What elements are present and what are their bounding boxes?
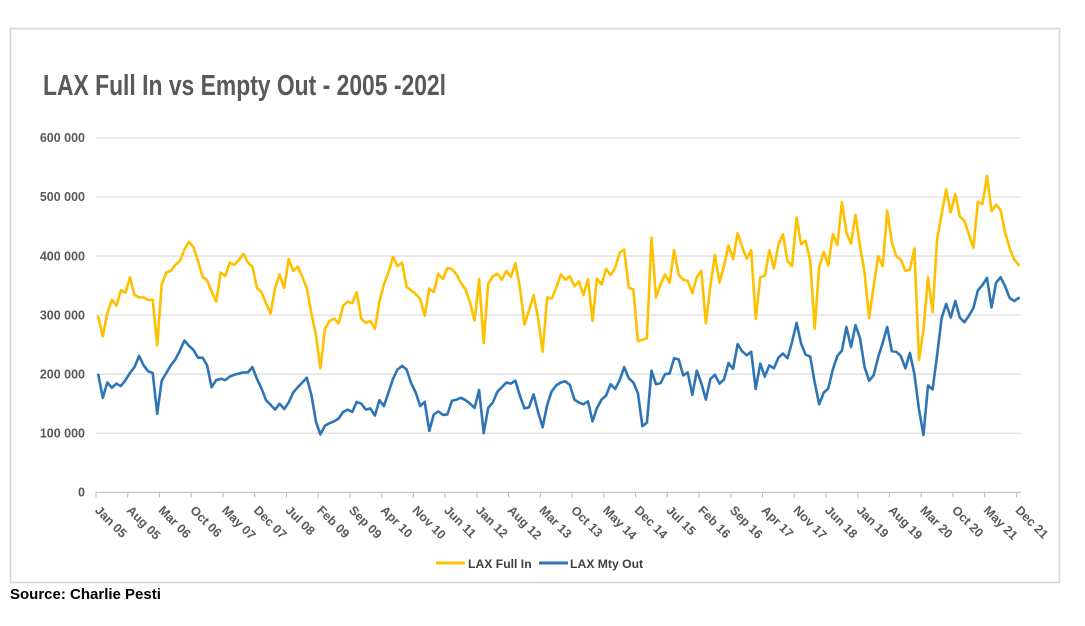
svg-text:500 000: 500 000: [40, 190, 85, 204]
svg-text:200 000: 200 000: [40, 367, 85, 381]
svg-text:LAX Full In vs Empty Out - 200: LAX Full In vs Empty Out - 2005 -202l: [43, 70, 446, 102]
svg-text:600 000: 600 000: [40, 131, 85, 145]
svg-text:Source: Charlie Pesti: Source: Charlie Pesti: [10, 586, 161, 603]
svg-text:300 000: 300 000: [40, 308, 85, 322]
svg-text:LAX Mty Out: LAX Mty Out: [570, 557, 643, 571]
svg-text:LAX Full In: LAX Full In: [468, 557, 532, 571]
svg-text:100 000: 100 000: [40, 426, 85, 440]
svg-text:0: 0: [78, 486, 85, 500]
svg-text:400 000: 400 000: [40, 249, 85, 263]
